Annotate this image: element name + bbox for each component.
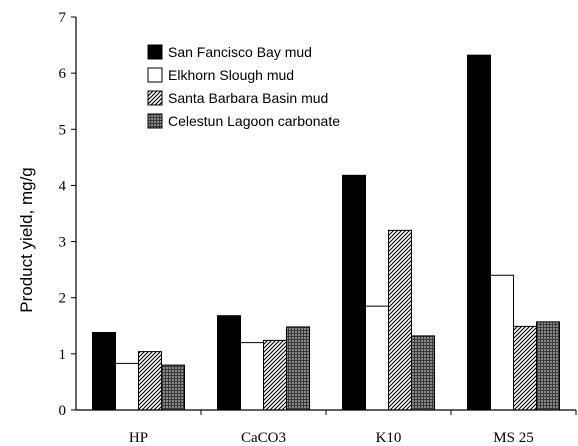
legend-label-elkhorn-slough-mud: Elkhorn Slough mud xyxy=(168,67,294,83)
x-category-label-caco3: CaCO3 xyxy=(241,430,286,446)
bar-san-fancisco-bay-mud-k10 xyxy=(342,174,366,411)
legend-swatch-celestun-lagoon-carbonate xyxy=(147,113,163,129)
bar-santa-barbara-basin-mud-ms-25 xyxy=(513,325,537,411)
bar-santa-barbara-basin-mud-k10 xyxy=(388,229,412,411)
bar-san-fancisco-bay-mud-ms-25 xyxy=(467,54,491,411)
y-tick-label-6: 6 xyxy=(59,66,67,82)
bar-celestun-lagoon-carbonate-caco3 xyxy=(286,326,310,411)
bar-san-fancisco-bay-mud-caco3 xyxy=(217,315,241,411)
x-category-label-ms-25: MS 25 xyxy=(493,430,533,446)
y-axis-label: Product yield, mg/g xyxy=(17,167,36,313)
bar-elkhorn-slough-mud-hp xyxy=(115,362,139,411)
y-tick-label-4: 4 xyxy=(59,178,67,194)
y-tick-label-7: 7 xyxy=(59,10,67,26)
bar-elkhorn-slough-mud-ms-25 xyxy=(490,274,514,411)
bar-elkhorn-slough-mud-caco3 xyxy=(240,342,264,411)
y-tick-label-2: 2 xyxy=(59,291,67,307)
bar-celestun-lagoon-carbonate-hp xyxy=(161,364,185,411)
y-tick-label-5: 5 xyxy=(59,122,67,138)
bar-celestun-lagoon-carbonate-ms-25 xyxy=(536,321,560,411)
x-category-label-hp: HP xyxy=(129,430,148,446)
legend-swatch-elkhorn-slough-mud xyxy=(147,67,163,83)
legend-label-celestun-lagoon-carbonate: Celestun Lagoon carbonate xyxy=(168,113,340,129)
legend-label-san-fancisco-bay-mud: San Fancisco Bay mud xyxy=(168,44,312,60)
category-labels-layer: HP CaCO3 K10 MS 25 xyxy=(129,410,577,446)
x-category-label-k10: K10 xyxy=(376,430,402,446)
y-ticks-layer: 0 1 2 3 4 5 6 7 xyxy=(59,10,76,419)
legend-label-santa-barbara-basin-mud: Santa Barbara Basin mud xyxy=(168,90,328,106)
bar-elkhorn-slough-mud-k10 xyxy=(365,305,389,411)
bar-santa-barbara-basin-mud-caco3 xyxy=(263,339,287,411)
y-tick-label-0: 0 xyxy=(59,403,67,419)
bar-santa-barbara-basin-mud-hp xyxy=(138,351,162,411)
legend: San Fancisco Bay mud Elkhorn Slough mud Sa… xyxy=(147,44,340,129)
y-tick-label-1: 1 xyxy=(59,347,67,363)
bars-layer xyxy=(92,54,560,411)
legend-swatch-santa-barbara-basin-mud xyxy=(147,90,163,106)
y-tick-label-3: 3 xyxy=(59,235,67,251)
bar-san-fancisco-bay-mud-hp xyxy=(92,332,116,411)
bar-celestun-lagoon-carbonate-k10 xyxy=(411,335,435,411)
legend-swatch-san-fancisco-bay-mud xyxy=(147,44,163,60)
